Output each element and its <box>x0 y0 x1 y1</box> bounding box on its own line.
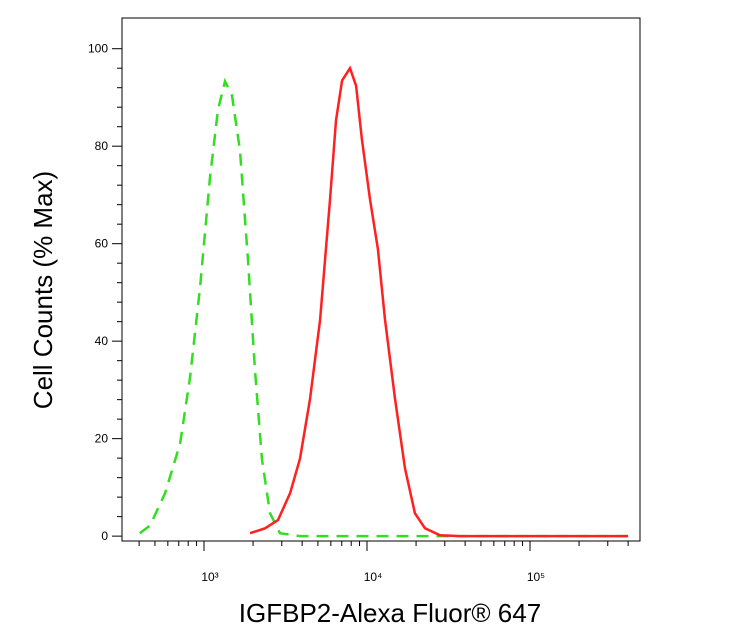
x-axis-title: IGFBP2-Alexa Fluor® 647 <box>239 598 541 628</box>
y-tick-label: 100 <box>88 42 108 56</box>
y-tick-label: 20 <box>95 432 109 446</box>
y-axis-title: Cell Counts (% Max) <box>28 171 58 409</box>
y-tick-label: 0 <box>101 529 108 543</box>
x-tick-label: 10³ <box>201 570 218 584</box>
plot-frame <box>121 17 641 542</box>
y-tick-label: 60 <box>95 237 109 251</box>
series-line <box>249 65 629 538</box>
y-tick-label: 40 <box>95 334 109 348</box>
series-line <box>139 77 629 538</box>
x-tick-label: 10⁴ <box>364 570 383 584</box>
x-tick-label: 10⁵ <box>527 570 545 584</box>
y-tick-label: 80 <box>95 139 109 153</box>
